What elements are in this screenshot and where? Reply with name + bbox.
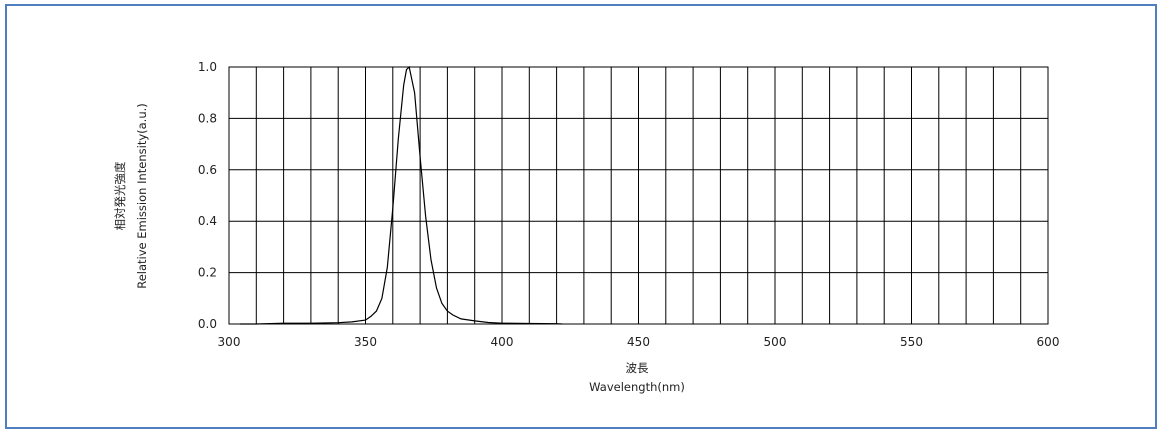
- y-tick-label: 0.4: [198, 214, 217, 228]
- tick-labels: 300 350 400 450 500 550 600 0.0 0.2 0.4 0.6 0.8 1.0: [198, 60, 1060, 349]
- x-tick-label: 500: [764, 335, 787, 349]
- x-tick-label: 350: [354, 335, 377, 349]
- y-tick-label: 1.0: [198, 60, 217, 74]
- y-axis-label: Relative Emission Intensity(a.u.): [135, 103, 149, 289]
- y-tick-label: 0.8: [198, 111, 217, 125]
- x-tick-label: 300: [218, 335, 241, 349]
- y-axis-label-ja: 相対発光強度: [113, 161, 127, 230]
- y-tick-label: 0.0: [198, 317, 217, 331]
- x-tick-label: 550: [900, 335, 923, 349]
- x-axis-label-ja: 波長: [626, 361, 649, 375]
- x-tick-label: 600: [1037, 335, 1060, 349]
- x-tick-label: 450: [627, 335, 650, 349]
- y-tick-label: 0.6: [198, 163, 217, 177]
- x-tick-label: 400: [491, 335, 514, 349]
- y-tick-label: 0.2: [198, 266, 217, 280]
- chart-frame: [5, 4, 1157, 429]
- x-axis-label: Wavelength(nm): [589, 380, 685, 394]
- grid: [228, 66, 1049, 325]
- spectrum-line: [239, 65, 563, 325]
